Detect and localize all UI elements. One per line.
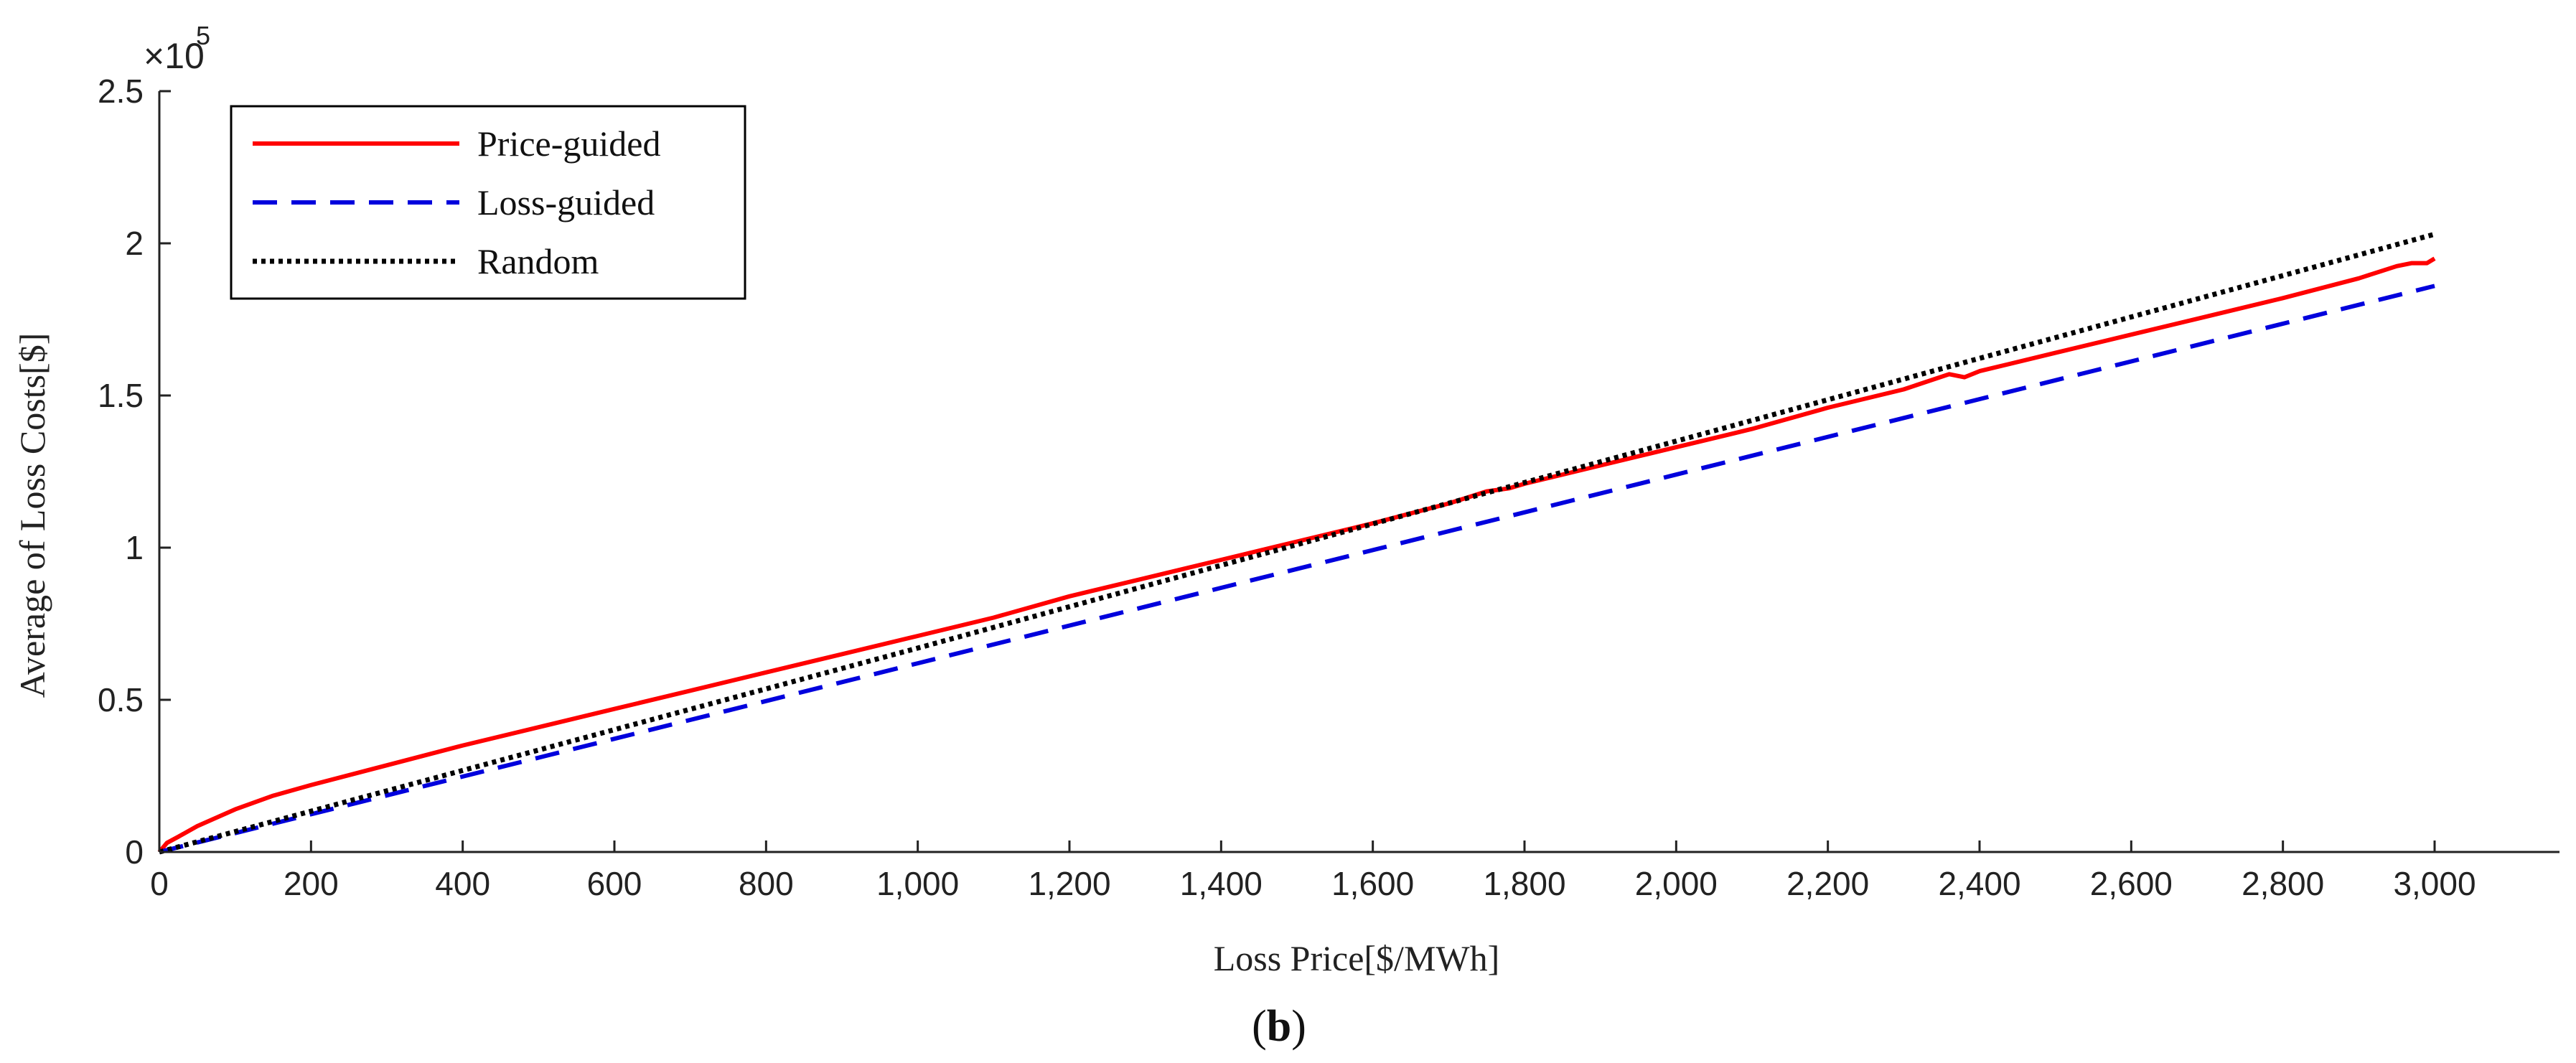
y-tick-label-200000: 2 — [125, 225, 144, 262]
y-tick-label-150000: 1.5 — [98, 377, 144, 414]
x-tick-label-2600: 2,600 — [2090, 865, 2173, 902]
legend-label-loss-guided: Loss-guided — [477, 182, 655, 223]
x-tick-label-2800: 2,800 — [2242, 865, 2324, 902]
series-line-loss-guided — [159, 286, 2435, 852]
legend: Price-guided Loss-guided Random — [231, 106, 745, 299]
chart: 0 200 400 600 800 1,000 1,200 1,400 1,600 1,800 2,… — [0, 0, 2576, 1063]
series-layer — [159, 234, 2435, 852]
y-tick-label-0: 0 — [125, 833, 144, 871]
legend-label-random: Random — [477, 241, 599, 281]
x-tick-label-1600: 1,600 — [1331, 865, 1414, 902]
x-axis-title: Loss Price[$/MWh] — [1214, 938, 1500, 978]
caption-letter: b — [1267, 1002, 1291, 1051]
x-tick-label-1000: 1,000 — [876, 865, 959, 902]
y-tick-label-50000: 0.5 — [98, 681, 144, 718]
caption-paren-close: ) — [1291, 1002, 1306, 1051]
x-tick-label-0: 0 — [150, 865, 169, 902]
x-tick-label-200: 200 — [284, 865, 339, 902]
x-tick-label-2200: 2,200 — [1786, 865, 1869, 902]
x-tick-label-2000: 2,000 — [1635, 865, 1718, 902]
x-tick-label-800: 800 — [739, 865, 794, 902]
y-tick-label-100000: 1 — [125, 529, 144, 566]
x-tick-label-1400: 1,400 — [1180, 865, 1263, 902]
y-axis-title: Average of Loss Costs[$] — [12, 333, 52, 698]
y-exponent-sup: 5 — [196, 21, 210, 50]
series-line-price-guided — [159, 258, 2435, 852]
x-tick-label-600: 600 — [587, 865, 642, 902]
y-tick-label-250000: 2.5 — [98, 72, 144, 110]
legend-label-price-guided: Price-guided — [477, 123, 660, 164]
figure-caption: (b) — [1252, 1002, 1306, 1051]
x-tick-label-400: 400 — [435, 865, 490, 902]
x-tick-label-2400: 2,400 — [1938, 865, 2020, 902]
x-tick-label-1800: 1,800 — [1483, 865, 1565, 902]
x-tick-label-1200: 1,200 — [1028, 865, 1110, 902]
caption-paren-open: ( — [1252, 1002, 1267, 1051]
x-tick-label-3000: 3,000 — [2393, 865, 2476, 902]
